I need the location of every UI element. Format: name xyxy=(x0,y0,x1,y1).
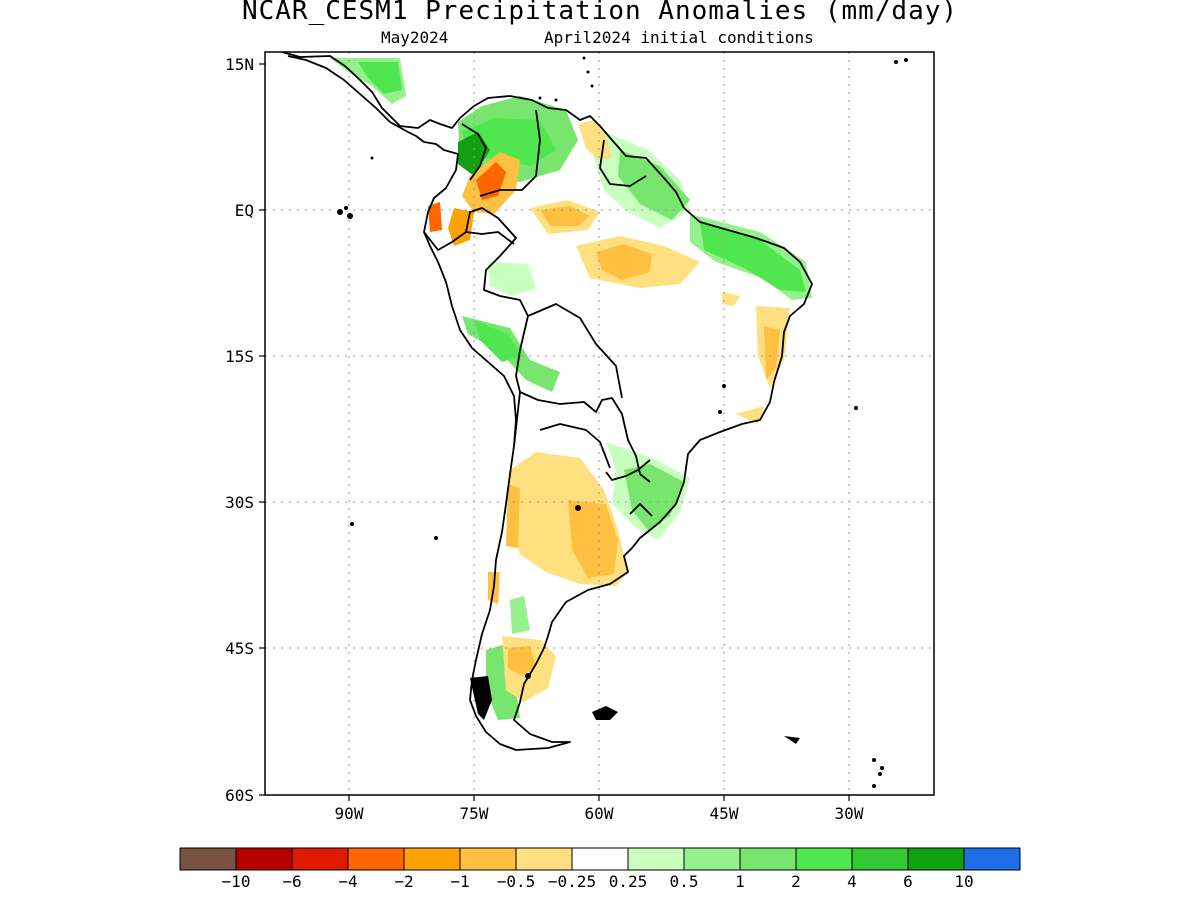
colorbar-label: 1 xyxy=(735,872,745,891)
colorbar-swatch xyxy=(571,847,629,871)
lon-tick-label: 60W xyxy=(585,804,614,823)
colorbar-swatch xyxy=(235,847,293,871)
colorbar-swatch xyxy=(291,847,349,871)
colorbar-label: −10 xyxy=(222,872,251,891)
colorbar-swatch xyxy=(739,847,797,871)
lat-tick-label: 30S xyxy=(225,493,254,512)
colorbar-label: −6 xyxy=(282,872,301,891)
colorbar-swatch xyxy=(179,847,237,871)
colorbar-swatch xyxy=(459,847,517,871)
colorbar-swatch xyxy=(403,847,461,871)
colorbar-swatch xyxy=(795,847,853,871)
colorbar-swatch xyxy=(683,847,741,871)
lon-tick-label: 90W xyxy=(335,804,364,823)
colorbar-label: 2 xyxy=(791,872,801,891)
plot-area xyxy=(265,52,934,795)
lat-tick-label: 45S xyxy=(225,639,254,658)
colorbar-swatch xyxy=(963,847,1021,871)
colorbar-label: −1 xyxy=(450,872,469,891)
colorbar: −10 −6 −4 −2 −1 −0.5 −0.25 0.25 0.5 1 2 4 6 10 xyxy=(179,847,1021,891)
colorbar-label: 4 xyxy=(847,872,857,891)
longitude-axis xyxy=(348,795,850,801)
colorbar-swatch xyxy=(627,847,685,871)
lat-tick-label: EQ xyxy=(235,201,254,220)
valid-month-label: May2024 xyxy=(381,28,449,47)
colorbar-swatch xyxy=(851,847,909,871)
initial-conditions-label: April2024 initial conditions xyxy=(544,28,814,47)
lat-tick-label: 15S xyxy=(225,347,254,366)
colorbar-swatch xyxy=(515,847,573,871)
lon-tick-label: 30W xyxy=(835,804,864,823)
colorbar-label: 0.5 xyxy=(670,872,699,891)
colorbar-label: 0.25 xyxy=(609,872,648,891)
colorbar-label: −0.5 xyxy=(497,872,536,891)
wet-anomaly-shading xyxy=(330,58,812,720)
lon-tick-label: 75W xyxy=(460,804,489,823)
colorbar-label: 6 xyxy=(903,872,913,891)
colorbar-label: −4 xyxy=(338,872,357,891)
lat-tick-label: 60S xyxy=(225,786,254,805)
colorbar-label: −2 xyxy=(394,872,413,891)
colorbar-label: 10 xyxy=(954,872,973,891)
continent-outline xyxy=(281,52,813,751)
lat-tick-label: 15N xyxy=(225,55,254,74)
map-title: NCAR_CESM1 Precipitation Anomalies (mm/d… xyxy=(241,0,959,26)
colorbar-swatch xyxy=(907,847,965,871)
colorbar-swatch xyxy=(347,847,405,871)
islands xyxy=(337,56,908,788)
dry-anomaly-shading xyxy=(428,120,790,702)
colorbar-label: −0.25 xyxy=(548,872,596,891)
lon-tick-label: 45W xyxy=(710,804,739,823)
latitude-axis xyxy=(259,63,265,796)
